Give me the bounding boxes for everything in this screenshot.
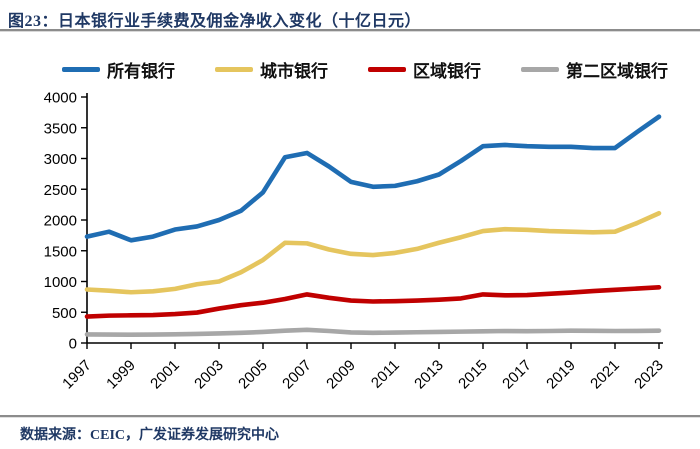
y-tick-label: 2000 xyxy=(44,213,77,230)
legend-item-0: 所有银行 xyxy=(62,57,175,82)
x-tick-label: 2021 xyxy=(587,357,623,393)
page-title: 图23：日本银行业手续费及佣金净收入变化（十亿日元） xyxy=(8,7,692,31)
x-tick-label: 2017 xyxy=(499,357,535,393)
y-tick-label: 3500 xyxy=(44,120,77,137)
x-tick-label: 2011 xyxy=(368,357,403,392)
figure-label: 图23： xyxy=(8,13,59,30)
x-tick-label: 2007 xyxy=(279,357,315,393)
x-tick-label: 2003 xyxy=(191,357,227,393)
x-tick-label: 2009 xyxy=(323,357,359,393)
y-tick-label: 500 xyxy=(52,305,77,322)
legend-label: 所有银行 xyxy=(107,62,175,81)
title-divider xyxy=(0,29,700,32)
y-tick-label: 3000 xyxy=(44,151,77,168)
series-line-城市银行 xyxy=(84,210,662,295)
legend-item-2: 区域银行 xyxy=(368,57,481,82)
legend-swatch-icon xyxy=(368,67,406,72)
x-tick-label: 2023 xyxy=(631,357,667,393)
x-tick-label: 1999 xyxy=(103,357,139,393)
series-line-所有银行 xyxy=(84,114,662,243)
y-tick-label: 2500 xyxy=(44,182,77,199)
footer-divider xyxy=(0,415,700,418)
data-source: 数据来源：CEIC，广发证券发展研究中心 xyxy=(20,428,280,443)
legend-item-1: 城市银行 xyxy=(215,57,328,82)
y-tick-label: 1000 xyxy=(44,274,77,291)
figure-title: 日本银行业手续费及佣金净收入变化（十亿日元） xyxy=(58,13,422,30)
y-tick-label: 4000 xyxy=(44,90,77,107)
legend-label: 城市银行 xyxy=(260,62,328,81)
legend-item-3: 第二区域银行 xyxy=(521,57,668,82)
chart-legend: 所有银行 城市银行 区域银行 第二区域银行 xyxy=(62,57,668,82)
x-tick-label: 2019 xyxy=(543,357,579,393)
series-line-区域银行 xyxy=(84,285,662,319)
legend-swatch-icon xyxy=(215,67,253,72)
x-tick-label: 2005 xyxy=(235,357,271,393)
chart-svg: 0 500 1000 1500 2000 2500 3000 3500 4000 1997 1999… xyxy=(44,90,667,393)
y-tick-label: 1500 xyxy=(44,243,77,260)
x-tick-label: 2013 xyxy=(411,357,447,393)
y-tick-label: 0 xyxy=(69,336,77,353)
legend-label: 第二区域银行 xyxy=(566,62,668,81)
legend-label: 区域银行 xyxy=(413,62,481,81)
legend-swatch-icon xyxy=(62,67,100,72)
x-tick-label: 2015 xyxy=(455,357,491,393)
x-tick-label: 1997 xyxy=(59,357,95,393)
legend-swatch-icon xyxy=(521,67,559,72)
series-line-第二区域银行 xyxy=(84,327,662,337)
x-tick-label: 2001 xyxy=(147,357,183,393)
